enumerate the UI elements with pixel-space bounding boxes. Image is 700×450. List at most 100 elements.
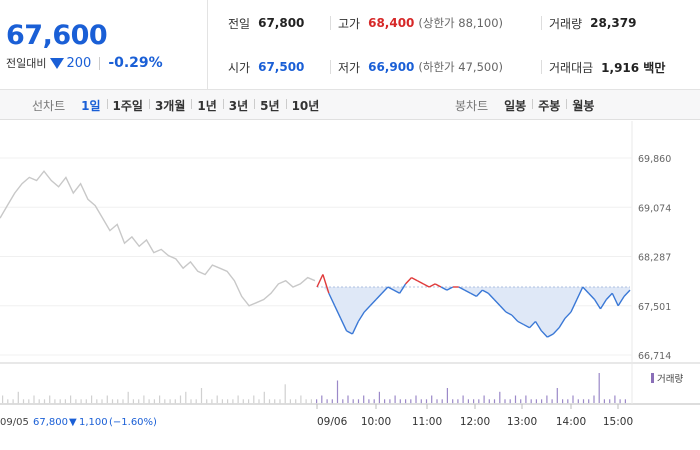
volume-bar [483, 395, 485, 403]
quote-summary: 67,600 전일대비 200 -0.29% 전일 67,800 고가 68,4… [0, 0, 700, 90]
price-segment [588, 292, 596, 300]
tab-1day[interactable]: 1일 [81, 98, 101, 113]
volume-bar [535, 399, 537, 404]
volume-bar [295, 399, 297, 404]
y-tick-label: 69,860 [638, 154, 671, 165]
volume-bar [289, 399, 291, 404]
volume-bar [106, 395, 108, 403]
volume-bar [117, 399, 119, 404]
volume-bar [127, 391, 129, 404]
volume-bar [478, 399, 480, 404]
footer-down-icon: ▼ [69, 417, 77, 428]
volume-bar [2, 395, 4, 403]
tab-1week[interactable]: 1주일 [106, 97, 149, 114]
volume-bar [567, 399, 569, 404]
volume-bar [7, 399, 9, 404]
y-tick-labels: 69,860 69,074 68,287 67,501 66,714 [638, 154, 671, 362]
tab-monthly-candle[interactable]: 월봉 [566, 97, 600, 114]
price-segment [440, 286, 448, 291]
price-segment [517, 320, 525, 326]
volume-bar [609, 399, 611, 404]
price-segment [334, 305, 342, 319]
line-chart-label: 선차트 [32, 98, 66, 113]
tab-daily-candle[interactable]: 일봉 [504, 98, 527, 113]
volume-bar [436, 399, 438, 404]
volume-bar [446, 388, 448, 403]
volume-bar [394, 395, 396, 403]
tab-5year[interactable]: 5년 [254, 97, 285, 114]
price-segment [428, 283, 436, 288]
volume-bar [530, 399, 532, 404]
volume-bar [200, 388, 203, 403]
price-segment [446, 286, 454, 291]
volume-bar [54, 399, 56, 404]
divider [541, 16, 542, 30]
low-value: 66,900 [368, 60, 415, 74]
price-segment [381, 286, 389, 294]
price-segment [493, 299, 501, 307]
volume: 거래량 28,379 [549, 13, 636, 33]
volume-bar [211, 399, 213, 404]
y-tick-label: 69,074 [638, 203, 671, 214]
volume-bar [336, 380, 339, 403]
volume-bar [488, 399, 490, 404]
volume-bar [49, 395, 51, 403]
price-segment [546, 333, 554, 338]
volume-bar [467, 399, 469, 404]
volume-bar [185, 391, 187, 404]
price-segment [346, 330, 353, 335]
trade-amount: 거래대금 1,916 백만 [549, 57, 665, 77]
volume-bar [546, 395, 548, 403]
volume-bar [64, 399, 66, 404]
price-segment [540, 330, 548, 338]
tab-10year[interactable]: 10년 [285, 97, 326, 114]
volume-bar [462, 395, 464, 403]
price-segment [511, 314, 519, 322]
price-segment [422, 283, 430, 288]
x-tick-label: 12:00 [460, 416, 490, 428]
divider [330, 16, 331, 30]
change-line: 전일대비 200 -0.29% [6, 55, 163, 71]
current-price: 67,600 [6, 20, 108, 51]
volume-bar [22, 399, 25, 404]
volume-bar [253, 395, 255, 403]
volume-bar [279, 399, 281, 404]
footer-price: 67,800 [33, 417, 68, 428]
volume-bar [237, 395, 239, 403]
price-segment [405, 277, 412, 285]
price-segment [505, 311, 513, 316]
volume-bar [195, 399, 197, 404]
line-chart-tabs: 선차트 1일 1주일 3개월 1년 3년 5년 10년 [32, 90, 325, 120]
price-segment [623, 289, 631, 297]
volume-bar [33, 395, 35, 403]
volume-bar [331, 399, 333, 404]
x-tick-label: 15:00 [603, 416, 633, 428]
price-segment [499, 305, 507, 313]
tab-3month[interactable]: 3개월 [148, 97, 191, 114]
volume-bar [305, 399, 307, 404]
volume-bar [242, 399, 244, 404]
volume-bar [159, 395, 161, 403]
lower-limit: (하한가 47,500) [418, 60, 504, 74]
price-segment [611, 292, 619, 307]
price-segment [487, 292, 495, 300]
high-label: 고가 [338, 16, 361, 31]
volume-bar [603, 399, 605, 404]
open-value: 67,500 [258, 60, 305, 74]
x-tick-label: 14:00 [556, 416, 586, 428]
volume-bar [91, 395, 93, 403]
volume-bar [389, 399, 391, 404]
tab-1year[interactable]: 1년 [191, 97, 222, 114]
volume-bar [378, 391, 380, 404]
volume-bar [221, 399, 223, 404]
price-segment [316, 274, 324, 288]
intraday-chart[interactable]: 69,860 69,074 68,287 67,501 66,714 09/05 09/0… [0, 121, 700, 450]
volume-bar [216, 395, 218, 403]
volume-bar [43, 399, 46, 404]
chart-period-tabs: 선차트 1일 1주일 3개월 1년 3년 5년 10년 봉차트 일봉 주봉 월봉 [0, 90, 700, 120]
tab-3year[interactable]: 3년 [222, 97, 254, 114]
volume-bar [310, 399, 312, 404]
candle-chart-tabs: 봉차트 일봉 주봉 월봉 [455, 90, 600, 120]
tab-weekly-candle[interactable]: 주봉 [532, 97, 566, 114]
